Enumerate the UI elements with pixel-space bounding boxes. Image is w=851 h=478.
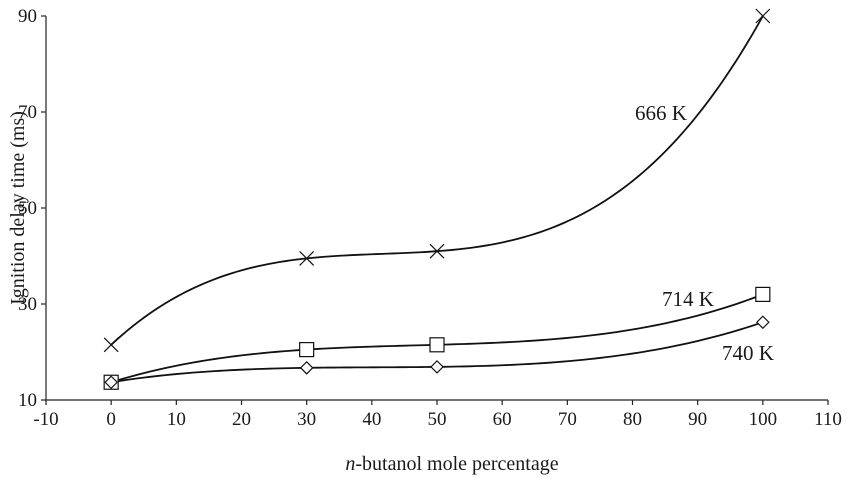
x-tick-label: 30 <box>297 409 316 430</box>
data-point-666k <box>429 243 445 259</box>
x-tick-label: -10 <box>33 409 58 430</box>
x-tick-label: 80 <box>623 409 642 430</box>
data-point-666k <box>103 337 119 353</box>
data-point-714k <box>755 286 771 302</box>
data-point-666k <box>755 8 771 24</box>
y-tick-label: 10 <box>18 390 37 411</box>
x-tick-label: 20 <box>232 409 251 430</box>
axes: -10 0 10 20 30 40 50 60 70 80 90 100 110 10 30 50 70 90 <box>18 6 842 430</box>
series-label-740k: 740 K <box>722 341 774 365</box>
x-axis-title-rest: -butanol mole percentage <box>355 453 558 475</box>
series-labels: 666 K 714 K 740 K <box>635 101 774 365</box>
data-point-740k <box>430 360 444 374</box>
x-tick-label: 10 <box>167 409 186 430</box>
data-markers <box>103 8 771 390</box>
x-marker-stroke <box>299 250 315 266</box>
x-tick-label: 50 <box>428 409 447 430</box>
x-tick-label: 60 <box>493 409 512 430</box>
y-tick-label: 90 <box>18 6 37 27</box>
y-tick-label: 30 <box>18 294 37 315</box>
data-point-714k <box>299 342 315 358</box>
x-tick-label: 100 <box>749 409 778 430</box>
series-label-714k: 714 K <box>662 287 714 311</box>
x-axis-title-italic: n <box>345 453 355 475</box>
series-label-666k: 666 K <box>635 101 687 125</box>
x-marker-stroke <box>429 243 445 259</box>
x-axis-title: n-butanol mole percentage <box>345 453 558 475</box>
data-point-740k <box>104 375 119 390</box>
x-tick-label: 110 <box>814 409 842 430</box>
data-point-714k <box>429 337 445 353</box>
y-tick-label: 50 <box>18 198 37 219</box>
data-point-666k <box>299 250 315 266</box>
x-tick-label: 0 <box>106 409 116 430</box>
x-tick-label: 90 <box>688 409 707 430</box>
x-marker-stroke <box>103 337 119 353</box>
y-axis-title: Ignition delay time (ms) <box>7 111 29 305</box>
x-tick-label: 70 <box>558 409 577 430</box>
trendlines <box>110 15 764 384</box>
data-point-740k <box>299 360 314 375</box>
x-tick-label: 40 <box>362 409 381 430</box>
y-tick-label: 70 <box>18 102 37 123</box>
data-point-740k <box>755 315 770 330</box>
x-marker-stroke <box>755 8 771 24</box>
